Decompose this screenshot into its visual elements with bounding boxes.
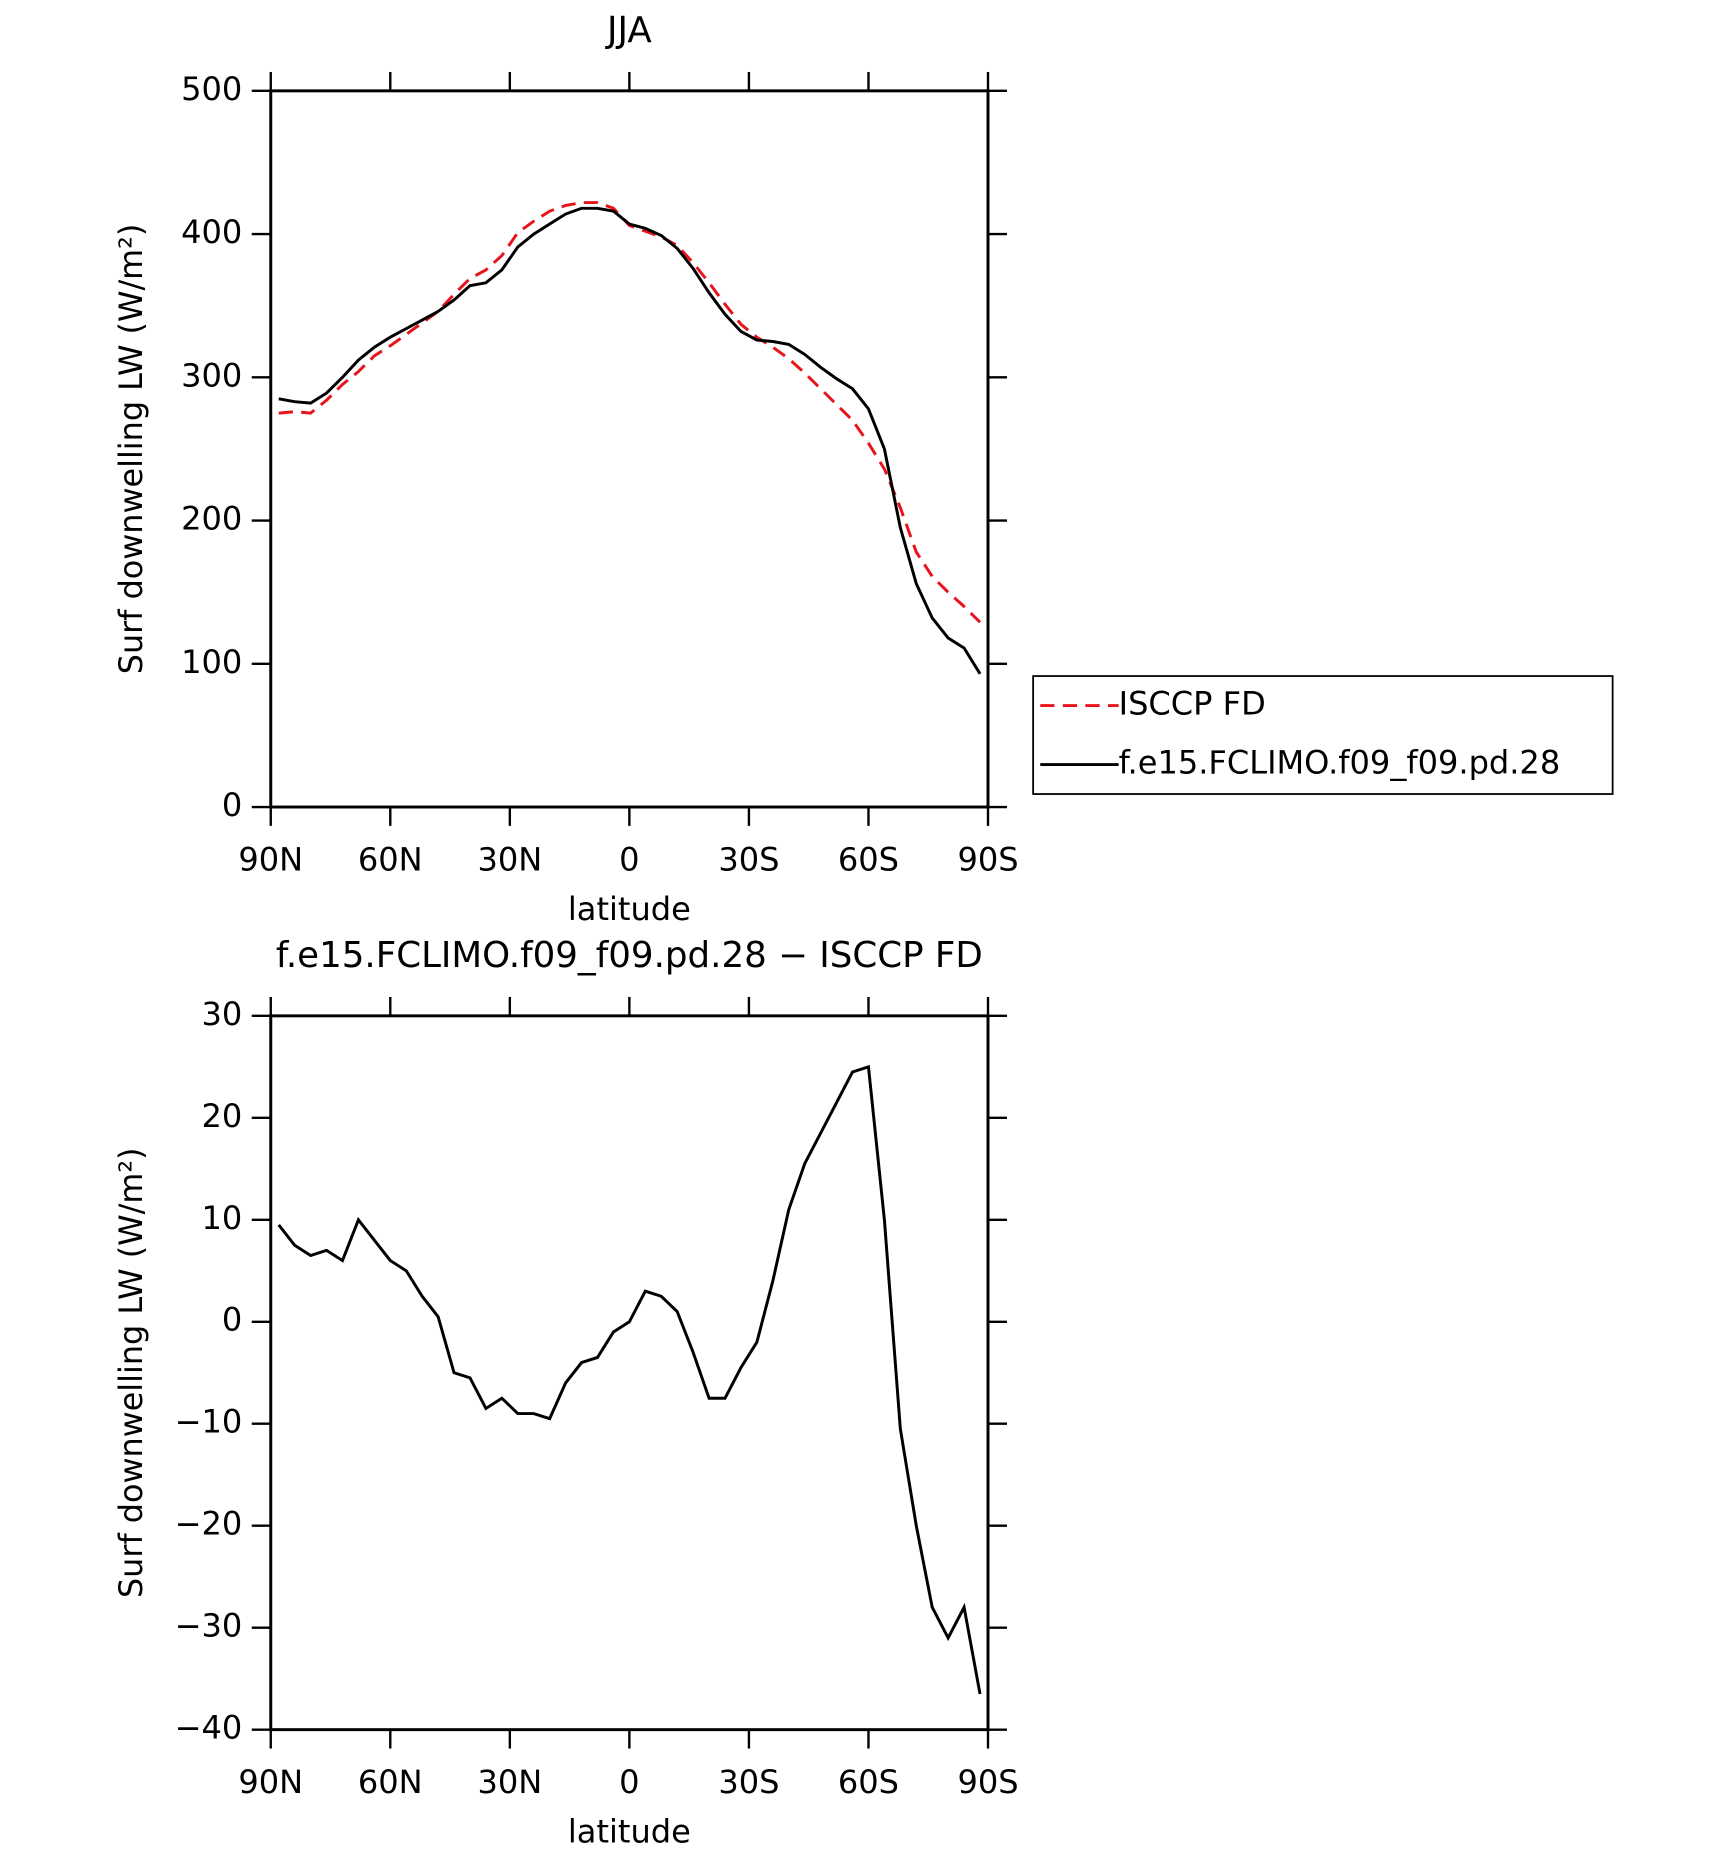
x-tick-label: 60N — [358, 1763, 423, 1801]
y-tick-label: 400 — [181, 213, 242, 251]
plot-frame — [269, 89, 990, 809]
y-tick-label: 500 — [181, 70, 242, 108]
data-line — [277, 1064, 982, 1695]
y-tick-label: 300 — [181, 356, 242, 394]
x-tick-label: 60S — [838, 840, 899, 878]
x-tick-label: 30N — [477, 1763, 542, 1801]
x-axis-label: latitude — [568, 890, 691, 928]
y-tick-label: 200 — [181, 500, 242, 538]
legend-label: ISCCP FD — [1119, 685, 1266, 723]
x-tick-label: 90S — [957, 1763, 1018, 1801]
y-tick-label: 20 — [201, 1097, 242, 1135]
y-tick-label: −20 — [175, 1505, 243, 1543]
y-tick-label: 10 — [201, 1199, 242, 1237]
y-tick-label: 0 — [222, 786, 242, 824]
plot-frame — [269, 1014, 990, 1732]
data-line — [278, 206, 982, 675]
x-tick-label: 30S — [718, 1763, 779, 1801]
y-tick-label: −10 — [175, 1403, 243, 1441]
x-tick-label: 90S — [957, 840, 1018, 878]
y-axis-label: Surf downwelling LW (W/m²) — [112, 224, 150, 675]
y-axis-label: Surf downwelling LW (W/m²) — [112, 1147, 150, 1598]
legend-label: f.e15.FCLIMO.f09_f09.pd.28 — [1119, 744, 1561, 782]
y-tick-label: 100 — [181, 643, 242, 681]
x-tick-label: 30N — [477, 840, 542, 878]
x-tick-label: 0 — [619, 840, 639, 878]
x-tick-label: 90N — [238, 1763, 303, 1801]
x-tick-label: 90N — [238, 840, 303, 878]
legend-box — [1032, 675, 1614, 795]
y-tick-label: −30 — [175, 1607, 243, 1645]
x-tick-label: 30S — [718, 840, 779, 878]
y-tick-label: 30 — [201, 995, 242, 1033]
chart-title: JJA — [605, 10, 652, 51]
x-axis-label: latitude — [568, 1813, 691, 1850]
data-line — [278, 201, 982, 624]
y-tick-label: 0 — [222, 1301, 242, 1339]
chart-title: f.e15.FCLIMO.f09_f09.pd.28 − ISCCP FD — [276, 935, 983, 976]
y-tick-label: −40 — [175, 1709, 243, 1747]
x-tick-label: 60S — [838, 1763, 899, 1801]
x-tick-label: 60N — [358, 840, 423, 878]
x-tick-label: 0 — [619, 1763, 639, 1801]
